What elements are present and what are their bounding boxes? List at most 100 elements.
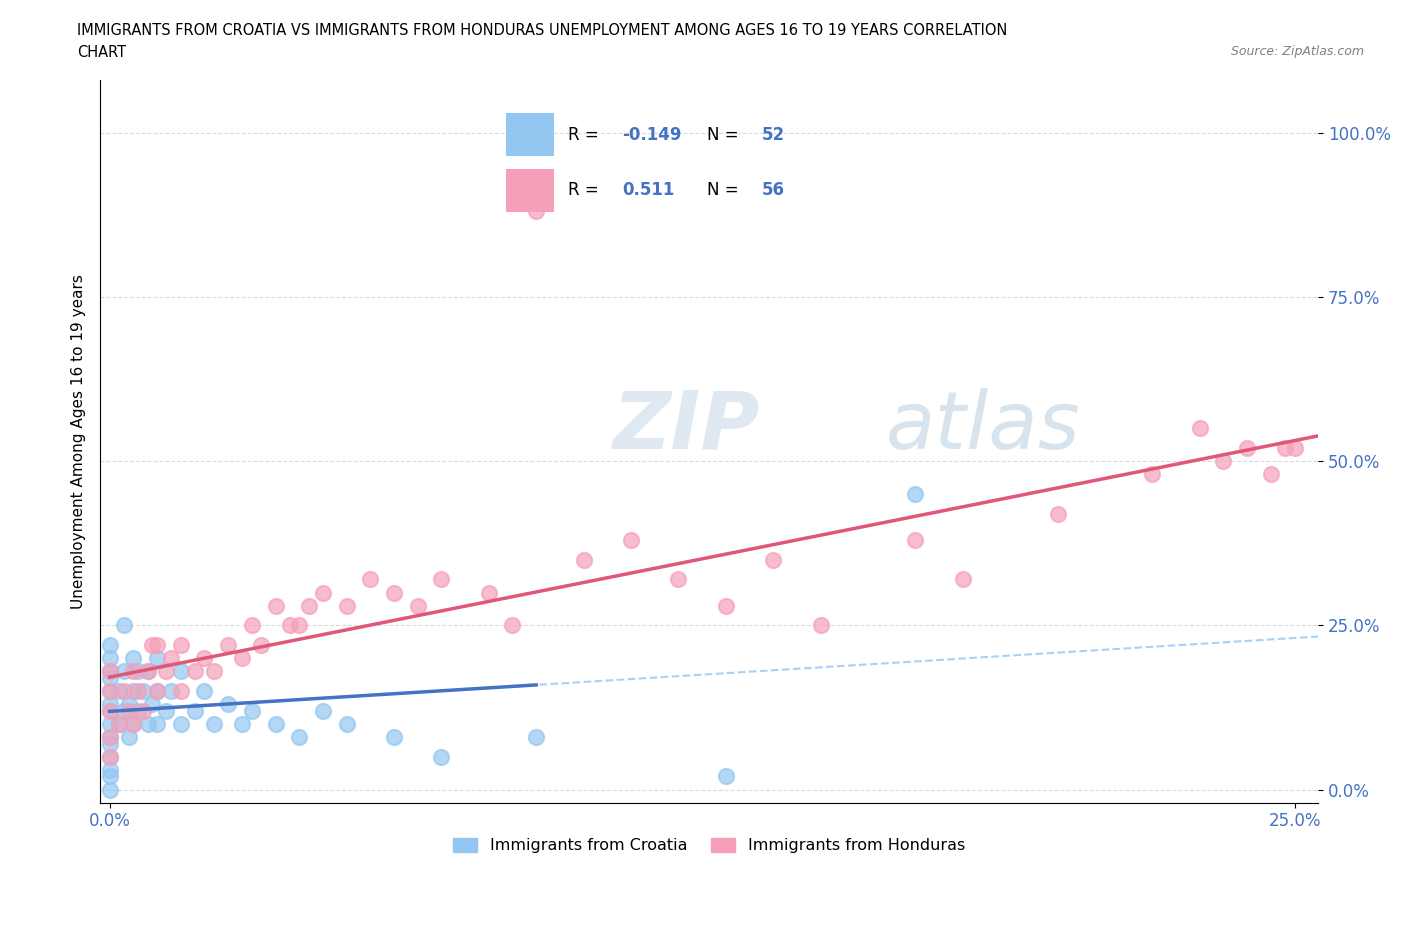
Point — [240, 703, 263, 718]
Point — [98, 638, 121, 653]
Point — [264, 716, 287, 731]
Point — [98, 737, 121, 751]
Text: IMMIGRANTS FROM CROATIA VS IMMIGRANTS FROM HONDURAS UNEMPLOYMENT AMONG AGES 16 T: IMMIGRANTS FROM CROATIA VS IMMIGRANTS FR… — [77, 23, 1008, 38]
Point — [98, 769, 121, 784]
Point — [502, 618, 524, 632]
Point — [1212, 454, 1234, 469]
Point — [98, 697, 121, 711]
Point — [1046, 506, 1069, 521]
Point — [336, 598, 359, 613]
Point — [146, 684, 169, 698]
Point — [359, 572, 381, 587]
Text: CHART: CHART — [77, 45, 127, 60]
Point — [112, 684, 135, 698]
Point — [146, 651, 169, 666]
Point — [98, 730, 121, 745]
Point — [524, 730, 547, 745]
Point — [298, 598, 321, 613]
Y-axis label: Unemployment Among Ages 16 to 19 years: Unemployment Among Ages 16 to 19 years — [72, 274, 86, 609]
Point — [478, 585, 501, 600]
Point — [122, 664, 145, 679]
Point — [288, 730, 311, 745]
Point — [141, 697, 163, 711]
Point — [155, 664, 177, 679]
Point — [141, 638, 163, 653]
Point — [160, 684, 183, 698]
Point — [170, 684, 193, 698]
Point — [98, 684, 121, 698]
Point — [98, 750, 121, 764]
Point — [132, 684, 155, 698]
Point — [430, 750, 453, 764]
Point — [117, 703, 139, 718]
Point — [112, 664, 135, 679]
Point — [160, 651, 183, 666]
Point — [312, 703, 335, 718]
Point — [762, 552, 785, 567]
Point — [904, 533, 927, 548]
Text: ZIP: ZIP — [612, 388, 759, 466]
Point — [184, 664, 207, 679]
Point — [572, 552, 595, 567]
Point — [132, 703, 155, 718]
Point — [240, 618, 263, 632]
Point — [127, 684, 149, 698]
Point — [382, 730, 405, 745]
Point — [98, 703, 121, 718]
Point — [1188, 421, 1211, 436]
Point — [193, 684, 215, 698]
Point — [382, 585, 405, 600]
Point — [336, 716, 359, 731]
Point — [406, 598, 429, 613]
Point — [146, 638, 169, 653]
Text: atlas: atlas — [886, 388, 1081, 466]
Point — [170, 664, 193, 679]
Point — [952, 572, 974, 587]
Point — [98, 664, 121, 679]
Legend: Immigrants from Croatia, Immigrants from Honduras: Immigrants from Croatia, Immigrants from… — [447, 831, 972, 860]
Point — [904, 486, 927, 501]
Point — [136, 664, 159, 679]
Point — [1284, 441, 1306, 456]
Point — [98, 763, 121, 777]
Point — [136, 716, 159, 731]
Point — [136, 664, 159, 679]
Point — [108, 684, 131, 698]
Point — [146, 716, 169, 731]
Text: Source: ZipAtlas.com: Source: ZipAtlas.com — [1230, 45, 1364, 58]
Point — [108, 716, 131, 731]
Point — [524, 204, 547, 219]
Point — [98, 651, 121, 666]
Point — [98, 703, 121, 718]
Point — [184, 703, 207, 718]
Point — [122, 651, 145, 666]
Point — [108, 716, 131, 731]
Point — [231, 651, 253, 666]
Point — [122, 716, 145, 731]
Point — [312, 585, 335, 600]
Point — [122, 716, 145, 731]
Point — [264, 598, 287, 613]
Point — [810, 618, 832, 632]
Point — [127, 703, 149, 718]
Point — [98, 716, 121, 731]
Point — [714, 598, 737, 613]
Point — [112, 703, 135, 718]
Point — [217, 697, 239, 711]
Point — [122, 684, 145, 698]
Point — [1274, 441, 1296, 456]
Point — [98, 671, 121, 685]
Point — [170, 716, 193, 731]
Point — [714, 769, 737, 784]
Point — [98, 730, 121, 745]
Point — [250, 638, 273, 653]
Point — [127, 664, 149, 679]
Point — [112, 618, 135, 632]
Point — [278, 618, 301, 632]
Point — [202, 716, 225, 731]
Point — [217, 638, 239, 653]
Point — [193, 651, 215, 666]
Point — [170, 638, 193, 653]
Point — [98, 782, 121, 797]
Point — [146, 684, 169, 698]
